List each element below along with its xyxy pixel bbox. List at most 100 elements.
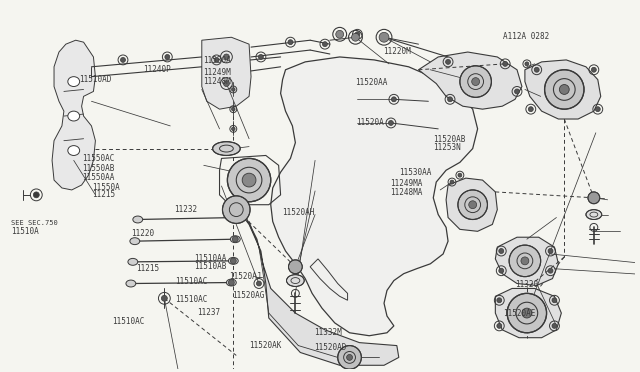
Text: 11550AC: 11550AC: [82, 154, 114, 163]
Circle shape: [472, 78, 479, 86]
Text: 11332M: 11332M: [314, 328, 342, 337]
Text: 11510AB: 11510AB: [194, 262, 227, 271]
Text: SEE SEC.750: SEE SEC.750: [11, 220, 58, 227]
Circle shape: [591, 67, 596, 72]
Circle shape: [450, 180, 454, 184]
Polygon shape: [495, 237, 558, 285]
Text: 11520AK: 11520AK: [250, 341, 282, 350]
Text: 11510AA: 11510AA: [194, 254, 227, 263]
Text: 11249MA: 11249MA: [390, 179, 423, 188]
Circle shape: [509, 245, 541, 277]
Text: 11510AC: 11510AC: [175, 277, 207, 286]
Text: 11530A: 11530A: [204, 56, 231, 65]
Text: 11520AE: 11520AE: [503, 309, 535, 318]
Circle shape: [161, 295, 167, 301]
Circle shape: [458, 173, 462, 177]
Ellipse shape: [133, 216, 143, 223]
Ellipse shape: [212, 142, 240, 155]
Polygon shape: [271, 57, 477, 336]
Circle shape: [323, 42, 328, 46]
Polygon shape: [419, 52, 522, 109]
Ellipse shape: [231, 214, 241, 221]
Circle shape: [499, 268, 504, 273]
Text: 11240P: 11240P: [143, 65, 172, 74]
Text: 11215: 11215: [92, 190, 115, 199]
Circle shape: [379, 32, 389, 42]
Text: 11520A: 11520A: [356, 118, 384, 128]
Circle shape: [338, 346, 362, 369]
Circle shape: [545, 70, 584, 109]
Circle shape: [447, 97, 452, 102]
Text: 11232: 11232: [173, 205, 197, 214]
Circle shape: [497, 323, 502, 328]
Circle shape: [347, 355, 353, 360]
Ellipse shape: [126, 280, 136, 287]
Circle shape: [120, 57, 125, 62]
Text: 11530AA: 11530AA: [399, 168, 431, 177]
Circle shape: [223, 81, 229, 87]
Polygon shape: [495, 288, 561, 338]
Ellipse shape: [68, 111, 79, 121]
Circle shape: [552, 298, 557, 303]
Circle shape: [559, 84, 569, 94]
Polygon shape: [202, 37, 251, 109]
Circle shape: [336, 31, 344, 38]
Circle shape: [259, 54, 263, 60]
Text: 11510AC: 11510AC: [112, 317, 145, 326]
Circle shape: [445, 60, 451, 64]
Ellipse shape: [230, 236, 240, 243]
Text: 11248M: 11248M: [204, 77, 231, 86]
Polygon shape: [310, 259, 348, 300]
Ellipse shape: [586, 210, 602, 219]
Text: 11550AB: 11550AB: [82, 164, 114, 173]
Circle shape: [257, 281, 261, 286]
Ellipse shape: [227, 279, 236, 286]
Polygon shape: [236, 208, 399, 365]
Circle shape: [388, 121, 394, 125]
Circle shape: [232, 127, 235, 131]
Text: 11520AB: 11520AB: [433, 135, 466, 144]
Circle shape: [232, 236, 238, 242]
Text: 11520AA: 11520AA: [355, 78, 387, 87]
Text: 11520AD: 11520AD: [314, 343, 346, 352]
Text: 11510A: 11510A: [11, 227, 39, 236]
Circle shape: [289, 260, 302, 274]
Text: 11253N: 11253N: [433, 143, 461, 152]
Text: 11550AA: 11550AA: [82, 173, 114, 182]
Text: 11520AG: 11520AG: [232, 291, 264, 301]
Circle shape: [588, 192, 600, 204]
Circle shape: [515, 89, 520, 94]
Circle shape: [534, 67, 539, 72]
Circle shape: [232, 88, 235, 91]
Text: 11248MA: 11248MA: [390, 188, 423, 197]
Circle shape: [497, 298, 502, 303]
Circle shape: [351, 33, 360, 41]
Text: A112A 0282: A112A 0282: [503, 32, 549, 41]
Circle shape: [468, 201, 477, 209]
Circle shape: [548, 268, 553, 273]
Circle shape: [223, 196, 250, 224]
Circle shape: [460, 66, 492, 97]
Text: 11520AH: 11520AH: [282, 208, 314, 217]
Circle shape: [230, 258, 236, 264]
Circle shape: [595, 107, 600, 112]
Circle shape: [232, 108, 235, 111]
Text: 11550A: 11550A: [92, 183, 120, 192]
Text: 11520AJ: 11520AJ: [229, 272, 262, 281]
Ellipse shape: [287, 275, 304, 286]
Circle shape: [228, 280, 234, 285]
Circle shape: [525, 62, 529, 66]
Text: 11220M: 11220M: [383, 46, 411, 56]
Ellipse shape: [68, 77, 79, 87]
Text: 11220: 11220: [131, 229, 154, 238]
Circle shape: [214, 57, 219, 62]
Polygon shape: [525, 60, 601, 119]
Circle shape: [548, 248, 553, 253]
Text: 11510AC: 11510AC: [175, 295, 207, 304]
Circle shape: [529, 107, 533, 112]
Circle shape: [507, 294, 547, 333]
Text: 11320: 11320: [515, 280, 539, 289]
Circle shape: [33, 192, 39, 198]
Polygon shape: [52, 40, 95, 190]
Ellipse shape: [228, 257, 238, 264]
